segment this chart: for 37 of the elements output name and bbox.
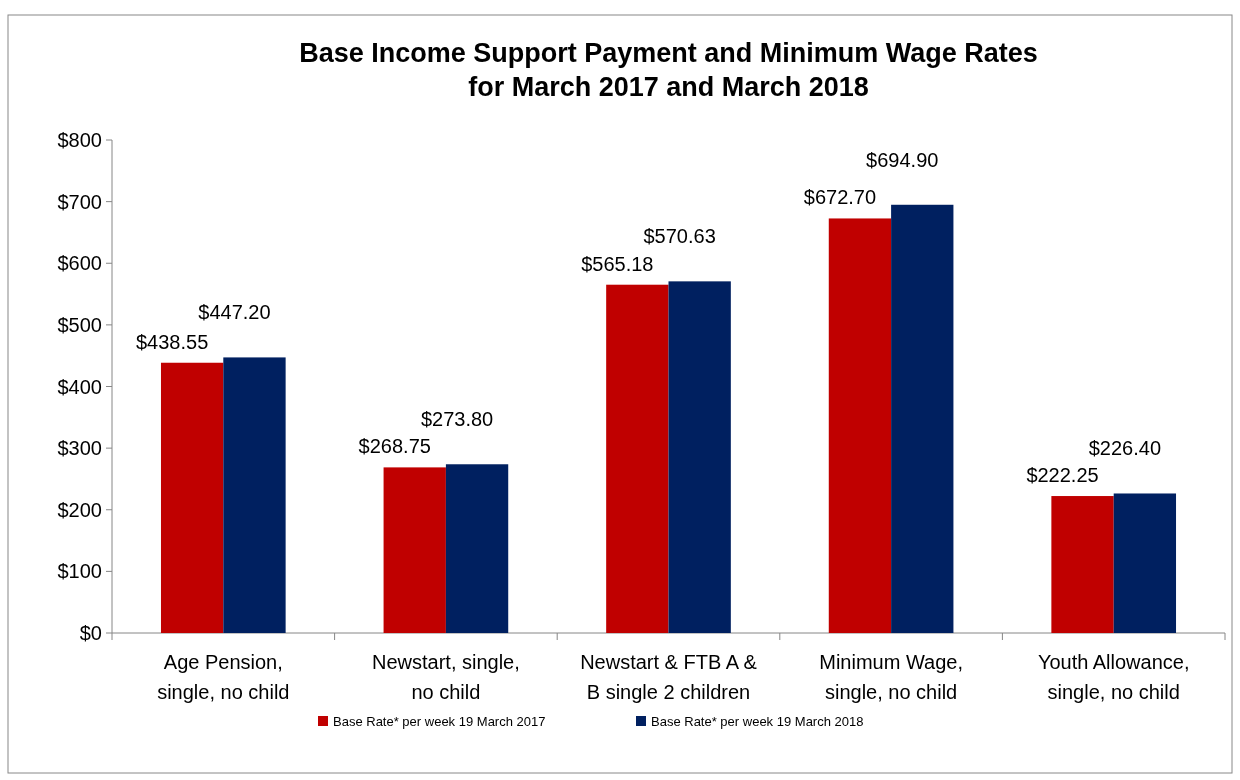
x-tick-label: Newstart, single, no child xyxy=(371,651,520,703)
data-label: $268.75 xyxy=(358,435,431,458)
chart-title: Base Income Support Payment and Minimum Wage Rates for March 2017 and March 2018 xyxy=(299,38,1038,102)
bar xyxy=(668,281,731,633)
data-label: $570.63 xyxy=(643,225,716,248)
data-label: $222.25 xyxy=(1026,464,1099,487)
data-label: $226.40 xyxy=(1088,437,1162,460)
y-tick-label: $800 xyxy=(57,129,102,151)
data-label: $565.18 xyxy=(581,252,654,275)
y-tick-label: $300 xyxy=(57,437,102,460)
x-tick-label: Newstart & FTB A & B single 2 children xyxy=(580,651,758,703)
y-tick-label: $200 xyxy=(57,498,102,521)
bar xyxy=(383,467,446,633)
bar xyxy=(1051,496,1114,633)
bar xyxy=(606,284,669,633)
x-tick-label: Minimum Wage, single, no child xyxy=(819,651,963,703)
bar xyxy=(223,357,286,633)
bar xyxy=(828,218,892,633)
legend-label: Base Rate* per week 19 March 2017 xyxy=(333,713,546,729)
bar xyxy=(445,464,509,633)
bar xyxy=(1113,493,1177,633)
data-label: $273.80 xyxy=(420,408,494,431)
y-tick-label: $400 xyxy=(57,375,102,398)
y-tick-label: $0 xyxy=(79,622,102,644)
x-tick-label: Youth Allowance, single, no child xyxy=(1037,651,1190,703)
bar xyxy=(891,204,954,633)
data-label: $438.55 xyxy=(135,330,209,353)
data-label: $447.20 xyxy=(198,301,271,324)
data-label: $694.90 xyxy=(866,148,939,171)
bar xyxy=(160,362,224,633)
x-tick-label: Age Pension, single, no child xyxy=(157,651,290,703)
y-tick-label: $500 xyxy=(57,313,102,336)
y-tick-label: $700 xyxy=(57,190,102,213)
y-tick-label: $600 xyxy=(57,252,102,275)
legend-label: Base Rate* per week 19 March 2018 xyxy=(651,713,864,729)
data-label: $672.70 xyxy=(803,186,877,209)
y-tick-label: $100 xyxy=(57,560,102,583)
